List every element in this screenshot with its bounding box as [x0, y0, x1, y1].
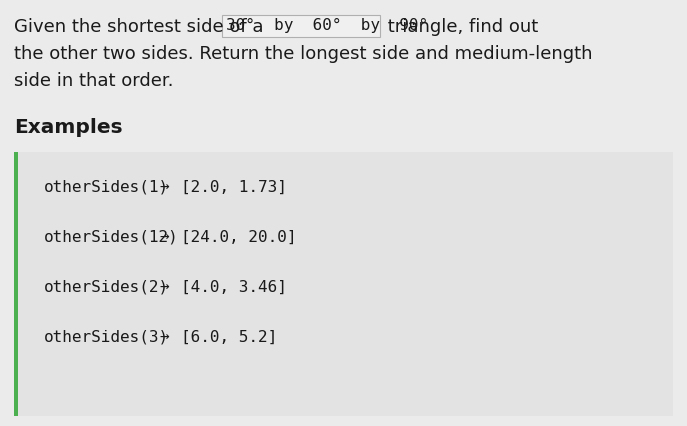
Text: otherSides(3): otherSides(3)	[44, 330, 169, 345]
FancyBboxPatch shape	[14, 152, 18, 416]
Text: side in that order.: side in that order.	[14, 72, 174, 90]
Text: triangle, find out: triangle, find out	[382, 18, 539, 36]
Text: →: →	[159, 330, 168, 345]
Text: 30°  by  60°  by  90°: 30° by 60° by 90°	[226, 18, 429, 33]
Text: Given the shortest side of a: Given the shortest side of a	[14, 18, 269, 36]
Text: otherSides(12): otherSides(12)	[44, 230, 179, 245]
Text: the other two sides. Return the longest side and medium-length: the other two sides. Return the longest …	[14, 45, 592, 63]
Text: [2.0, 1.73]: [2.0, 1.73]	[181, 180, 287, 195]
Text: otherSides(2): otherSides(2)	[44, 280, 169, 295]
Text: →: →	[159, 230, 168, 245]
Text: [6.0, 5.2]: [6.0, 5.2]	[181, 330, 278, 345]
Text: →: →	[159, 180, 168, 195]
Text: [24.0, 20.0]: [24.0, 20.0]	[181, 230, 297, 245]
FancyBboxPatch shape	[222, 15, 380, 37]
Text: →: →	[159, 280, 168, 295]
Text: [4.0, 3.46]: [4.0, 3.46]	[181, 280, 287, 295]
Text: Examples: Examples	[14, 118, 122, 137]
Text: otherSides(1): otherSides(1)	[44, 180, 169, 195]
FancyBboxPatch shape	[14, 152, 673, 416]
